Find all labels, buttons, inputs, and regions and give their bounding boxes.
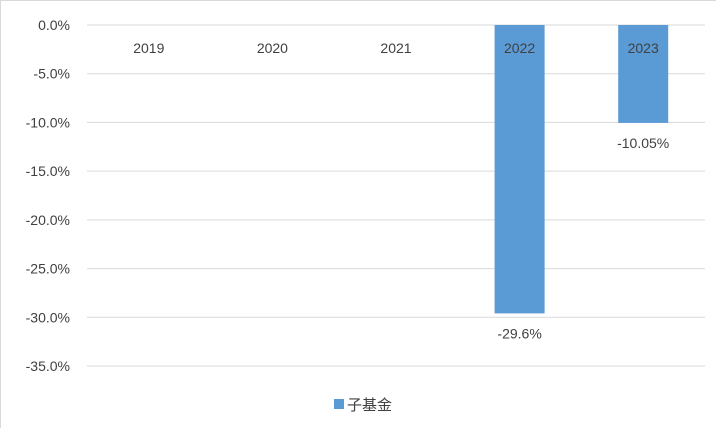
- bar: [618, 25, 669, 123]
- gridlines: [87, 24, 705, 367]
- data-label: -10.05%: [617, 135, 669, 151]
- bar: [494, 25, 545, 314]
- data-labels: -29.6% -10.05%: [497, 135, 669, 341]
- category-label: 2022: [504, 40, 535, 56]
- category-label: 2020: [257, 40, 288, 56]
- y-tick-label: -5.0%: [33, 66, 70, 82]
- legend-label: 子基金: [347, 397, 392, 414]
- category-label: 2023: [628, 40, 659, 56]
- y-tick-label: -30.0%: [26, 309, 70, 325]
- category-label: 2019: [133, 40, 164, 56]
- legend-swatch: [334, 399, 344, 409]
- y-tick-label: -35.0%: [26, 358, 70, 374]
- y-tick-label: -25.0%: [26, 261, 70, 277]
- y-tick-label: -10.0%: [26, 114, 70, 130]
- category-label: 2021: [380, 40, 411, 56]
- category-labels: 2019 2020 2021 2022 2023: [133, 40, 659, 56]
- legend: 子基金: [334, 397, 392, 414]
- data-label: -29.6%: [497, 325, 541, 341]
- y-tick-label: -15.0%: [26, 163, 70, 179]
- y-tick-label: -20.0%: [26, 212, 70, 228]
- y-axis-tick-labels: 0.0% -5.0% -10.0% -15.0% -20.0% -25.0% -30.0% -…: [26, 17, 70, 374]
- bars: [494, 25, 669, 314]
- y-tick-label: 0.0%: [38, 17, 70, 33]
